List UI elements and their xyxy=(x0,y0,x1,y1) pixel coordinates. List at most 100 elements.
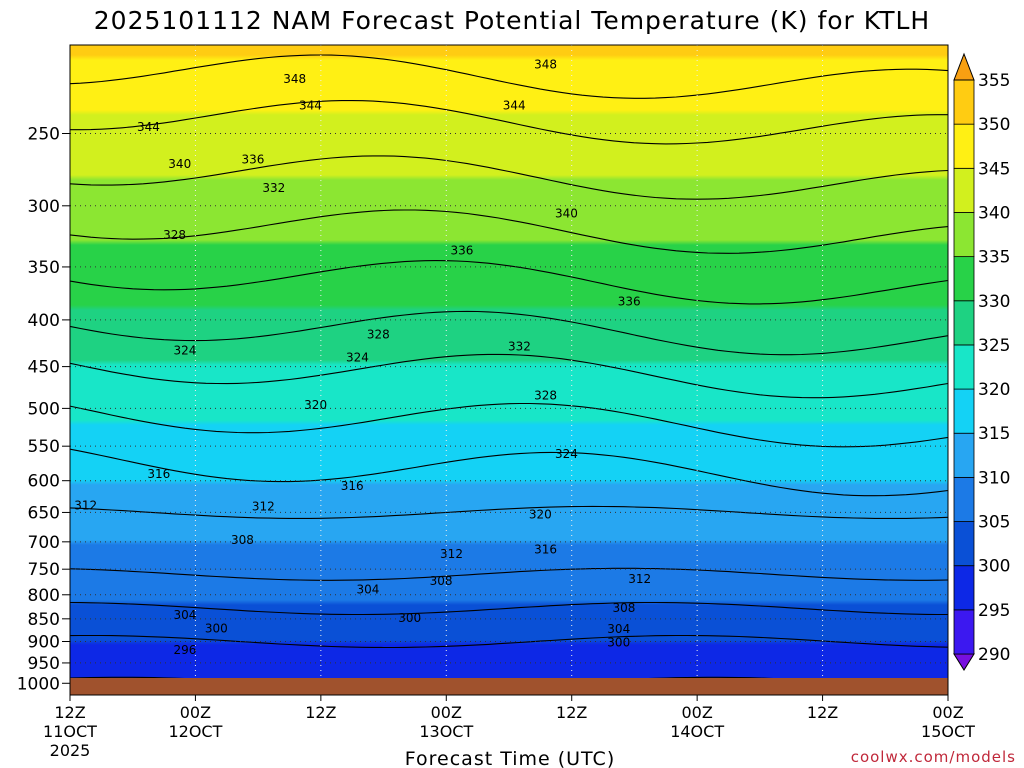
y-tick-label: 950 xyxy=(28,654,60,674)
x-tick-date: 14OCT xyxy=(670,722,724,741)
isentrope-324 xyxy=(70,353,948,399)
y-tick-label: 850 xyxy=(28,610,60,630)
y-tick-label: 600 xyxy=(28,472,60,492)
contour-label: 308 xyxy=(231,533,254,547)
colorbar-tick-label: 295 xyxy=(978,601,1010,621)
contour-label: 324 xyxy=(346,351,369,365)
contour-label: 296 xyxy=(174,643,197,657)
colorbar-band-290 xyxy=(953,609,975,655)
contour-label: 300 xyxy=(607,635,630,649)
contour-label: 316 xyxy=(341,479,364,493)
contour-label: 336 xyxy=(618,295,641,309)
contour-label: 308 xyxy=(613,601,636,615)
colorbar-band-310 xyxy=(953,432,975,478)
colorbar-tick-label: 320 xyxy=(978,380,1010,400)
isentrope-328 xyxy=(70,310,948,356)
contour-label: 340 xyxy=(168,157,191,171)
x-tick-date: 15OCT xyxy=(921,722,975,741)
grid-lines xyxy=(70,45,948,695)
x-tick-year: 2025 xyxy=(50,741,91,760)
isentrope-332 xyxy=(70,260,948,305)
contour-label: 308 xyxy=(430,574,453,588)
potential-temperature-field xyxy=(70,45,948,695)
x-tick-date: 13OCT xyxy=(419,722,473,741)
contour-label: 312 xyxy=(440,547,463,561)
y-tick-label: 550 xyxy=(28,437,60,457)
colorbar-upper-extension xyxy=(953,52,975,81)
plot-area: 348 348 344 344 344 340 336 340 332 328 336 336 328 3… xyxy=(70,45,948,695)
y-tick-label: 1000 xyxy=(17,674,60,694)
contour-label: 328 xyxy=(163,228,186,242)
y-tick-label: 800 xyxy=(28,586,60,606)
isentrope-contours xyxy=(70,54,948,690)
colorbar-tick-label: 315 xyxy=(978,424,1010,444)
contour-label: 300 xyxy=(205,622,228,636)
isentrope-304 xyxy=(70,601,948,616)
contour-label: 312 xyxy=(252,499,275,513)
colorbar-tick-label: 310 xyxy=(978,468,1010,488)
x-tick-time: 12Z xyxy=(807,703,838,722)
contour-label: 332 xyxy=(508,340,531,354)
credit-text: coolwx.com/models xyxy=(851,748,1016,766)
contour-label: 344 xyxy=(299,99,322,113)
colorbar-band-300 xyxy=(953,521,975,567)
colorbar-tick-label: 305 xyxy=(978,513,1010,533)
x-tick-date: 12OCT xyxy=(168,722,222,741)
x-tick-time: 00Z xyxy=(681,703,712,722)
y-tick-label: 250 xyxy=(28,124,60,144)
colorbar-band-305 xyxy=(953,476,975,522)
isentrope-320 xyxy=(70,402,948,448)
colorbar-band-320 xyxy=(953,344,975,390)
colorbar-band-345 xyxy=(953,123,975,169)
isentrope-316 xyxy=(70,448,948,497)
colorbar-band-325 xyxy=(953,300,975,346)
colorbar-tick-label: 340 xyxy=(978,203,1010,223)
colorbar-band-335 xyxy=(953,212,975,258)
contour-label: 316 xyxy=(147,467,170,481)
contour-label: 324 xyxy=(174,343,197,357)
y-tick-label: 650 xyxy=(28,503,60,523)
isentrope-300 xyxy=(70,634,948,649)
contour-label: 312 xyxy=(628,572,651,586)
y-tick-label: 400 xyxy=(28,311,60,331)
y-tick-label: 750 xyxy=(28,560,60,580)
contour-label: 304 xyxy=(174,608,197,622)
colorbar-tick-label: 290 xyxy=(978,645,1010,665)
colorbar-band-295 xyxy=(953,565,975,611)
y-tick-label: 700 xyxy=(28,533,60,553)
contour-label: 348 xyxy=(534,57,557,71)
isentrope-344 xyxy=(70,100,948,145)
chart-title: 2025101112 NAM Forecast Potential Temper… xyxy=(94,6,930,35)
contour-label: 320 xyxy=(304,398,327,412)
colorbar-tick-label: 330 xyxy=(978,292,1010,312)
contour-label: 324 xyxy=(555,447,578,461)
y-tick-label: 300 xyxy=(28,197,60,217)
contour-label: 336 xyxy=(241,153,264,167)
x-tick-time: 12Z xyxy=(305,703,336,722)
contour-label: 320 xyxy=(529,507,552,521)
y-tick-label: 500 xyxy=(28,399,60,419)
x-tick-time: 00Z xyxy=(180,703,211,722)
colorbar-tick-label: 350 xyxy=(978,115,1010,135)
colorbar-tick-label: 345 xyxy=(978,159,1010,179)
colorbar: 290 295 300 305 310 315 320 325 330 335 340 345 350 3… xyxy=(953,52,1010,671)
isentrope-312 xyxy=(70,505,948,519)
x-axis-label: Forecast Time (UTC) xyxy=(405,748,615,768)
contour-label: 328 xyxy=(367,327,390,341)
colorbar-lower-extension xyxy=(953,653,975,671)
contour-label: 300 xyxy=(398,611,421,625)
x-tick-time: 12Z xyxy=(556,703,587,722)
colorbar-band-350 xyxy=(953,79,975,125)
contour-label: 328 xyxy=(534,388,557,402)
x-tick-time: 00Z xyxy=(932,703,963,722)
colorbar-tick-label: 355 xyxy=(978,71,1010,91)
y-axis: 2503003504004505005506006507007508008509… xyxy=(17,124,70,694)
plot-frame xyxy=(69,44,949,696)
colorbar-band-340 xyxy=(953,167,975,213)
colorbar-band-330 xyxy=(953,256,975,302)
y-tick-label: 900 xyxy=(28,632,60,652)
isentrope-336 xyxy=(70,209,948,254)
contour-label: 304 xyxy=(356,582,379,596)
contour-label: 336 xyxy=(451,244,474,258)
colorbar-tick-label: 300 xyxy=(978,557,1010,577)
